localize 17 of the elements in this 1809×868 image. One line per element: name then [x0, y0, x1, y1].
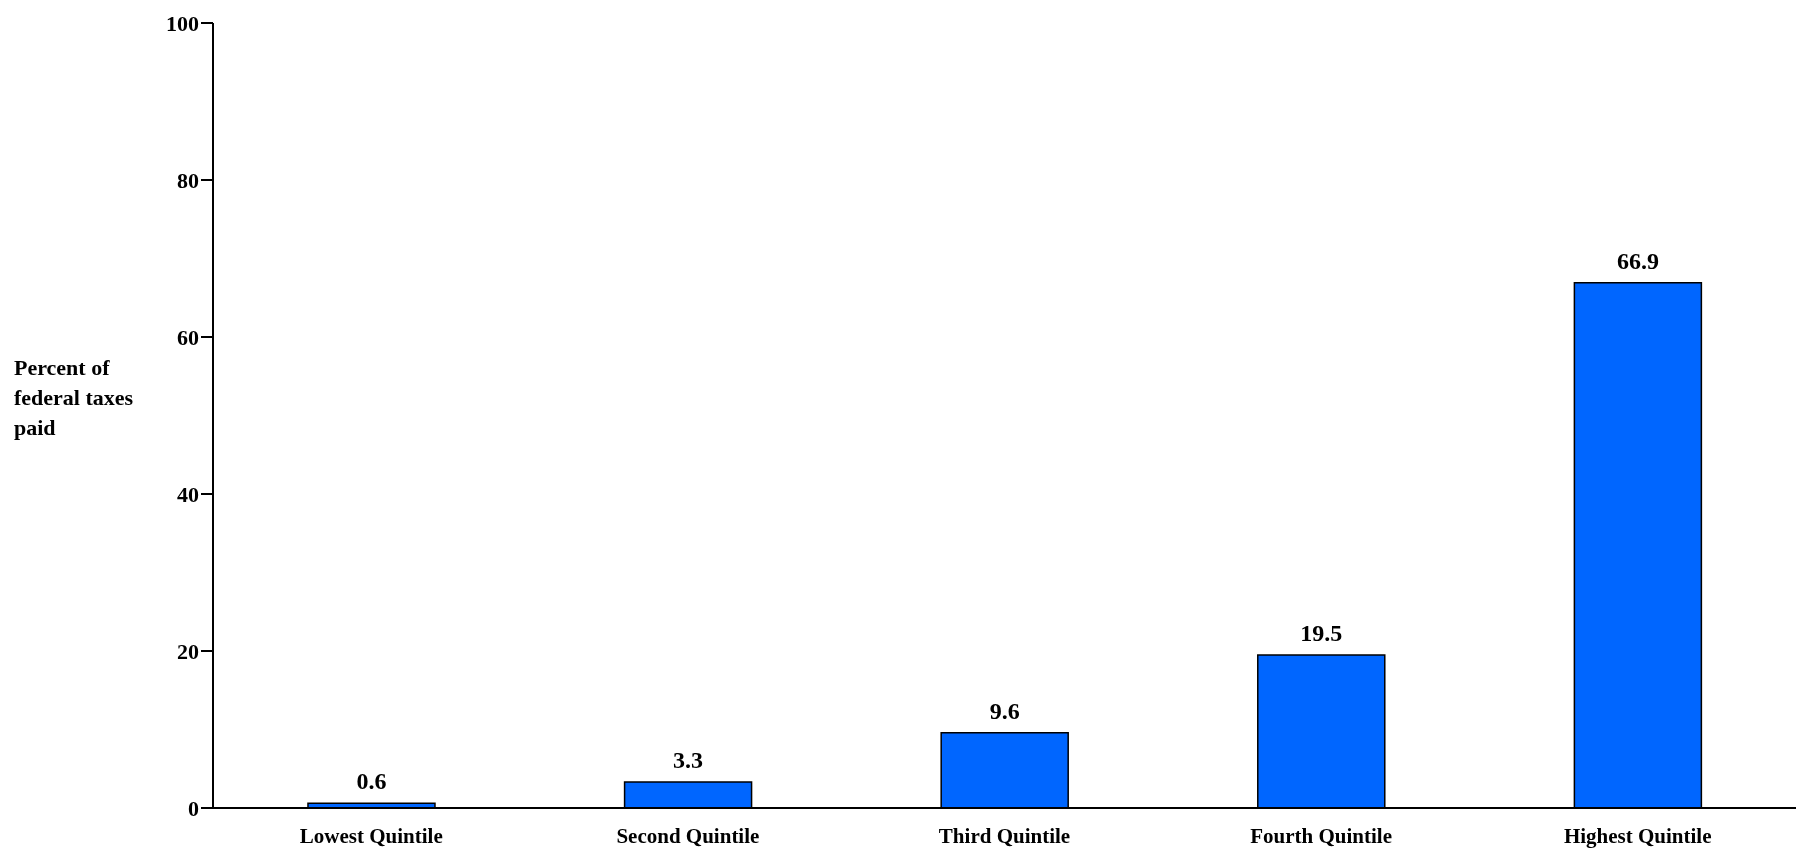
data-label: 0.6: [356, 768, 387, 795]
y-tick-label: 80: [177, 167, 199, 193]
data-label: 3.3: [673, 747, 704, 774]
y-tick-label: 60: [177, 324, 199, 350]
x-tick-label: Second Quintile: [616, 823, 760, 848]
x-tick-label: Third Quintile: [938, 823, 1071, 848]
x-tick-label: Lowest Quintile: [299, 823, 443, 848]
x-tick-label: Highest Quintile: [1563, 823, 1712, 848]
data-label: 66.9: [1616, 247, 1659, 274]
data-label: 9.6: [989, 697, 1020, 724]
data-label: 19.5: [1300, 619, 1343, 646]
y-axis-title: Percent of federal taxes paid: [14, 354, 135, 442]
x-tick-label: Fourth Quintile: [1250, 823, 1392, 848]
y-tick-label: 20: [177, 638, 199, 664]
y-tick-label: 0: [188, 795, 199, 821]
y-tick-label: 40: [177, 481, 199, 507]
y-tick-label: 100: [166, 10, 199, 36]
